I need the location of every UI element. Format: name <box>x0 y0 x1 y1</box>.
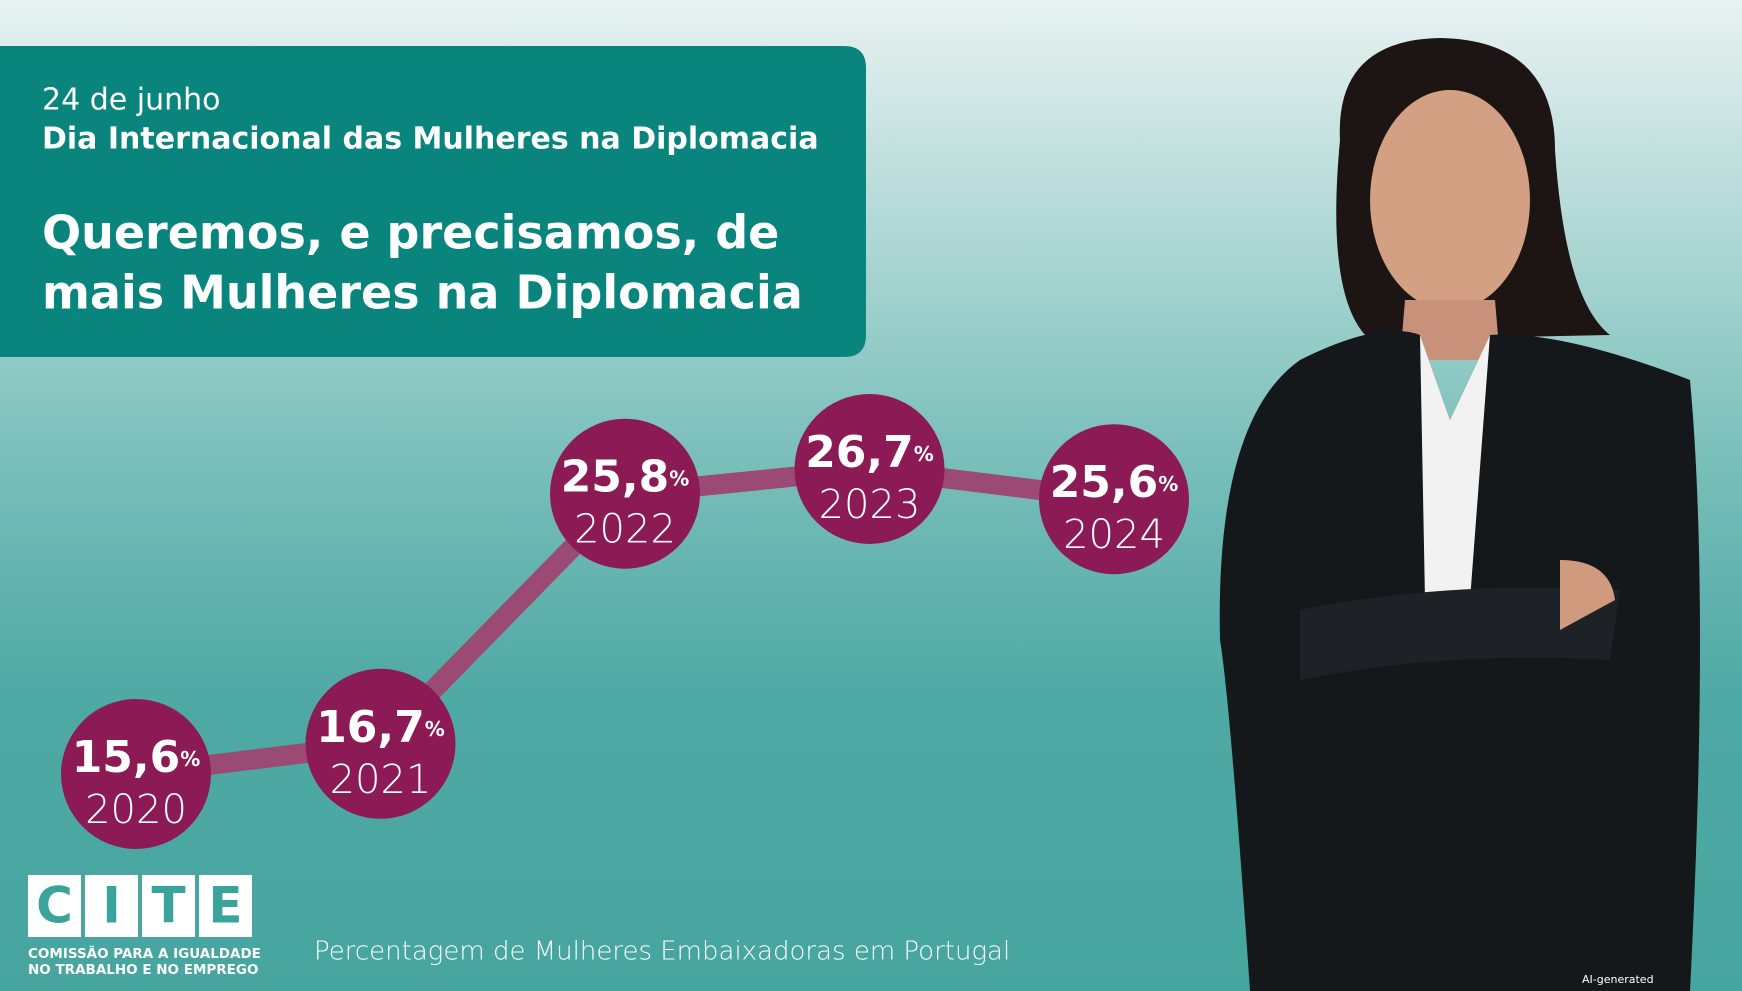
logo-tile <box>85 875 138 937</box>
header-box <box>0 46 866 357</box>
unit: % <box>425 716 445 740</box>
x-tick-label: 2022 <box>574 507 676 553</box>
value-text: 26,7 <box>805 427 914 478</box>
x-tick-label: 2021 <box>330 757 432 803</box>
logo-letter: T <box>151 877 185 935</box>
date: 24 de junho <box>42 83 220 118</box>
x-tick-label: 2023 <box>819 482 921 528</box>
x-tick-label: 2020 <box>85 787 187 833</box>
point <box>61 699 211 849</box>
event: Dia Internacional das Mulheres na Diplom… <box>42 122 819 157</box>
value-label: 15,6% <box>72 732 201 783</box>
value-label: 25,8% <box>561 452 690 503</box>
value-label: 25,6% <box>1050 457 1179 508</box>
logo-line: NO TRABALHO E NO EMPREGO <box>28 962 258 978</box>
unit: % <box>914 442 934 466</box>
logo-letter: C <box>36 877 73 935</box>
unit: % <box>1158 472 1178 496</box>
value-text: 25,6 <box>1050 457 1159 508</box>
point <box>794 394 945 544</box>
chart-caption: Percentagem de Mulheres Embaixadoras em … <box>314 937 1010 967</box>
unit: % <box>180 747 200 771</box>
logo-tile <box>142 875 195 937</box>
photo <box>1219 38 1700 991</box>
value-text: 15,6 <box>72 732 181 783</box>
logo-tile <box>199 875 252 937</box>
logo-line: COMISSÃO PARA A IGUALDADE <box>28 945 261 962</box>
x-tick-label: 2024 <box>1063 512 1165 558</box>
ai-note: AI-generated <box>1582 973 1654 986</box>
value-label: 16,7% <box>316 702 445 753</box>
value-text: 25,8 <box>561 452 670 503</box>
value-text: 16,7 <box>316 702 425 753</box>
logo-letter: I <box>102 877 121 935</box>
unit: % <box>669 466 689 490</box>
point <box>550 418 700 569</box>
point <box>305 668 456 819</box>
point <box>1039 424 1189 575</box>
headline: Queremos, e precisamos, de <box>42 206 779 260</box>
logo-letter: E <box>208 877 242 935</box>
logo-tile <box>28 875 81 937</box>
value-label: 26,7% <box>805 427 934 478</box>
headline: mais Mulheres na Diplomacia <box>42 266 803 320</box>
